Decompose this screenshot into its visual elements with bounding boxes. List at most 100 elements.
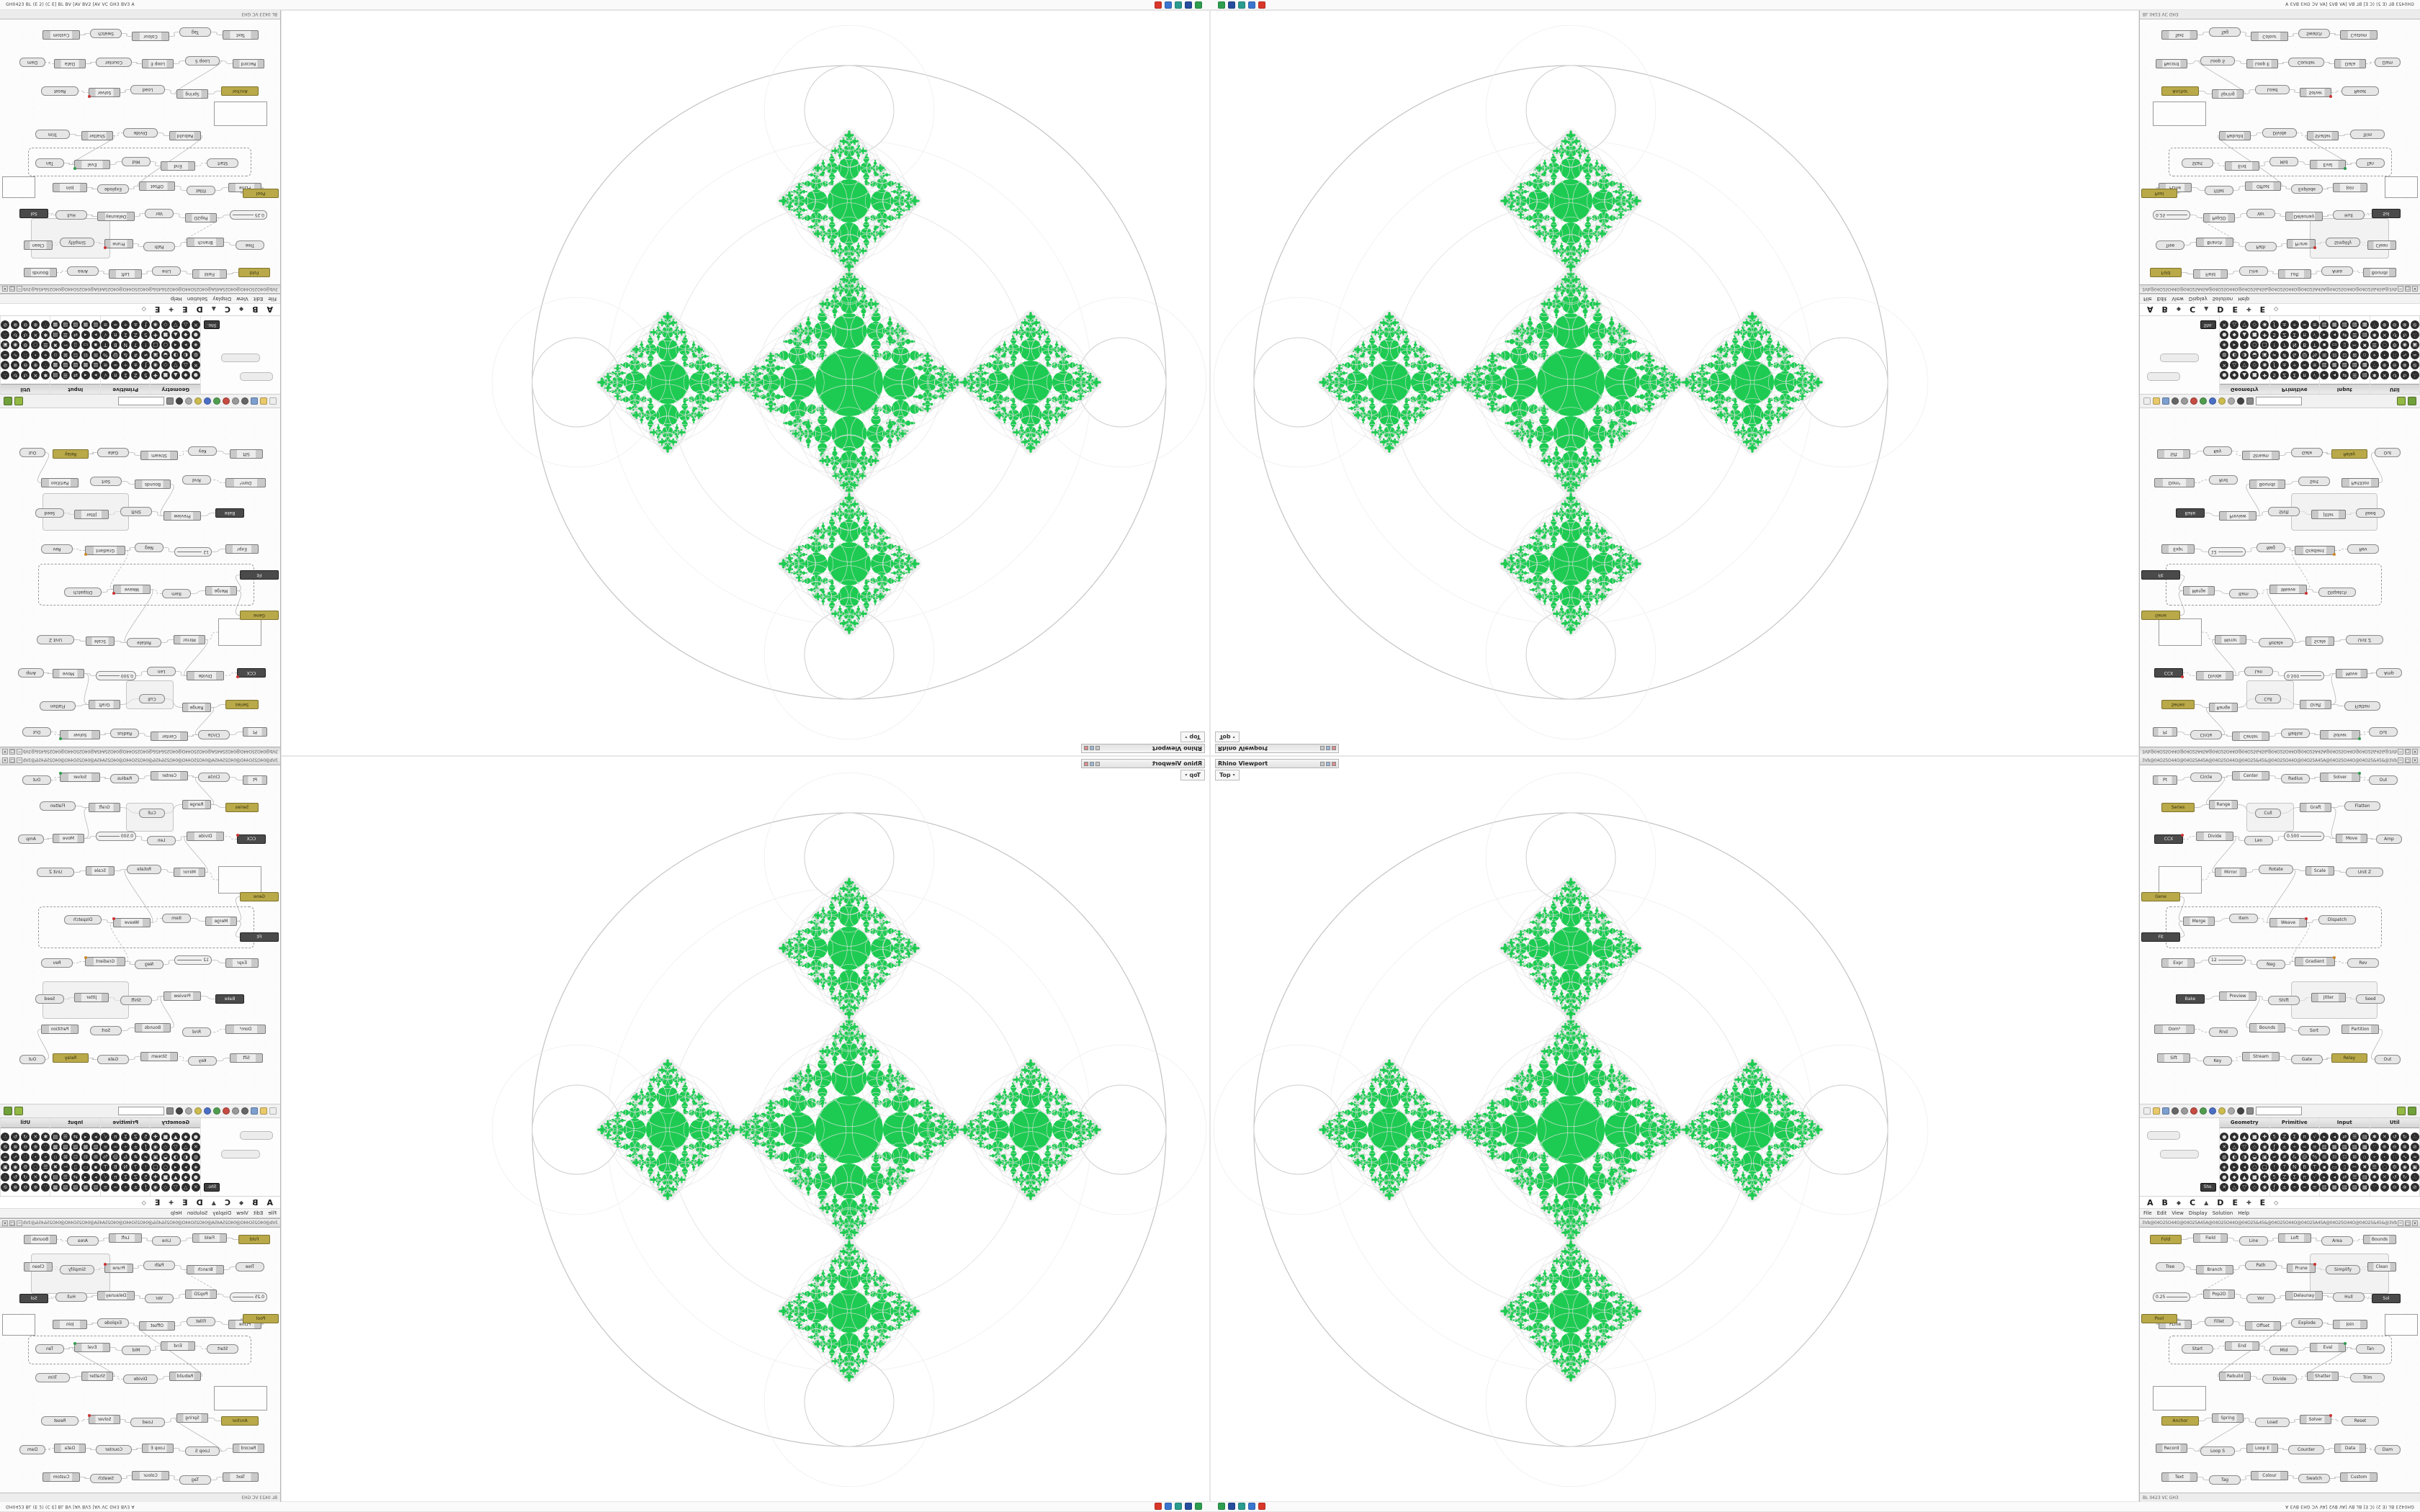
- app-navy-icon[interactable]: [1185, 1, 1192, 9]
- close-icon[interactable]: ✕: [2412, 286, 2418, 292]
- param-icon[interactable]: ∵: [2370, 1143, 2379, 1151]
- param-icon[interactable]: ◒: [161, 351, 170, 359]
- param-icon[interactable]: ◉: [11, 341, 20, 349]
- param-icon[interactable]: ✕: [2220, 361, 2229, 369]
- gh-node[interactable]: Jitter: [74, 993, 109, 1002]
- gh-node[interactable]: Divide: [187, 671, 224, 680]
- gh-node[interactable]: Rebuild: [2219, 1372, 2251, 1381]
- param-icon[interactable]: ✕: [191, 1183, 200, 1192]
- param-icon[interactable]: √: [2310, 330, 2319, 339]
- wire-display-icon[interactable]: [2228, 397, 2235, 405]
- tab-letter-c[interactable]: C: [2190, 1197, 2196, 1207]
- param-icon[interactable]: 5: [141, 371, 151, 379]
- open-icon[interactable]: [260, 397, 267, 405]
- param-icon[interactable]: ∞: [2300, 320, 2309, 329]
- show-button[interactable]: Sho.: [2200, 1183, 2216, 1192]
- gh-node[interactable]: Text: [223, 1472, 259, 1482]
- gh-node[interactable]: Pop2D: [2203, 213, 2235, 222]
- gh-node[interactable]: Record: [2156, 1444, 2187, 1453]
- param-icon[interactable]: ✕: [2380, 330, 2389, 339]
- param-icon[interactable]: ↺: [21, 1133, 30, 1141]
- param-icon[interactable]: ▪: [91, 1163, 100, 1171]
- gh-node[interactable]: Colour: [132, 32, 169, 41]
- param-icon[interactable]: ▧: [71, 361, 80, 369]
- tab-icon[interactable]: ◆: [238, 306, 244, 313]
- param-icon[interactable]: ⊟: [2330, 1153, 2339, 1161]
- gh-node[interactable]: Custom: [2340, 1472, 2378, 1482]
- param-icon[interactable]: ▥: [2320, 320, 2329, 329]
- param-icon[interactable]: ☰: [60, 371, 70, 379]
- minimize-icon[interactable]: ─: [2398, 749, 2403, 755]
- param-icon[interactable]: ⊖: [2390, 1183, 2399, 1192]
- gh-node[interactable]: Solver: [88, 88, 120, 98]
- gh-node[interactable]: Gene: [240, 892, 279, 901]
- gh-node[interactable]: CCX: [2154, 834, 2184, 844]
- gh-node[interactable]: Fit: [240, 932, 279, 942]
- param-icon[interactable]: ☰: [2350, 371, 2360, 379]
- gh-node[interactable]: Unit Z: [37, 635, 74, 644]
- app-blue-icon[interactable]: [1248, 1, 1255, 9]
- gh-node[interactable]: Center: [151, 732, 188, 741]
- gh-node[interactable]: Flatten: [2344, 801, 2380, 811]
- close-icon[interactable]: [1332, 761, 1336, 766]
- param-icon[interactable]: ▽: [171, 361, 180, 369]
- param-icon[interactable]: !: [2269, 341, 2279, 349]
- param-icon[interactable]: B: [111, 1163, 120, 1171]
- menu-view[interactable]: View: [2172, 1210, 2184, 1216]
- param-icon[interactable]: ⊖: [21, 1143, 30, 1151]
- param-icon[interactable]: ▤: [2360, 371, 2370, 379]
- maximize-icon[interactable]: [1090, 746, 1094, 751]
- param-icon[interactable]: ✚: [2260, 371, 2269, 379]
- param-icon[interactable]: ◈: [191, 341, 200, 349]
- minimize-icon[interactable]: [1320, 761, 1325, 766]
- sphere-green-icon[interactable]: [2200, 397, 2207, 405]
- gh-node[interactable]: Record: [233, 1444, 264, 1453]
- gh-node[interactable]: Dam: [2375, 58, 2401, 67]
- param-icon[interactable]: ✚: [151, 1133, 160, 1141]
- gh-node[interactable]: Move: [53, 669, 84, 678]
- viewport-titlebar[interactable]: Rhino Viewport: [1081, 759, 1205, 768]
- param-icon[interactable]: &: [121, 1153, 130, 1161]
- gh-node[interactable]: Rev: [41, 544, 73, 554]
- param-icon[interactable]: 5: [141, 1173, 151, 1182]
- gh-node[interactable]: Weave: [2269, 585, 2308, 595]
- param-icon[interactable]: ∴: [2410, 1133, 2419, 1141]
- maximize-icon[interactable]: □: [2405, 1220, 2411, 1226]
- param-icon[interactable]: ▣: [2410, 341, 2419, 349]
- param-icon[interactable]: ■: [2250, 330, 2259, 339]
- gh-node[interactable]: Unit Z: [37, 868, 74, 877]
- param-icon[interactable]: ∞: [2300, 1183, 2309, 1192]
- param-icon[interactable]: ◍: [2220, 351, 2229, 359]
- gh-node[interactable]: Amp: [2376, 834, 2402, 844]
- param-icon[interactable]: ±: [131, 1183, 140, 1192]
- param-icon[interactable]: ⊕: [2380, 1143, 2389, 1151]
- param-icon[interactable]: ☰: [2370, 341, 2379, 349]
- param-icon[interactable]: ▽: [2240, 1183, 2249, 1192]
- gh-node[interactable]: Loop E: [2246, 59, 2278, 68]
- param-icon[interactable]: N: [121, 341, 130, 349]
- palette-group-header[interactable]: Input: [50, 384, 100, 394]
- param-icon[interactable]: ⊟: [2330, 351, 2339, 359]
- param-icon[interactable]: ◂: [2330, 1173, 2339, 1182]
- close-icon[interactable]: ✕: [2, 1220, 8, 1226]
- menu-solution[interactable]: Solution: [2212, 296, 2233, 302]
- gh-node[interactable]: Graft: [2300, 700, 2331, 709]
- param-icon[interactable]: Z: [131, 1133, 140, 1141]
- param-icon[interactable]: ◂: [171, 1163, 180, 1171]
- gh-node[interactable]: Cull: [139, 694, 165, 703]
- param-icon[interactable]: ✚: [151, 330, 160, 339]
- menu-display[interactable]: Display: [2188, 1210, 2208, 1216]
- tab-icon[interactable]: ▲: [2204, 306, 2209, 313]
- param-icon[interactable]: ◂: [81, 371, 90, 379]
- gh-node[interactable]: Hull: [2333, 1292, 2365, 1302]
- rhino-viewport[interactable]: Rhino Viewport Top ▾: [281, 756, 1210, 1502]
- zoom-icon[interactable]: [2172, 1107, 2179, 1115]
- sphere-yellow-icon[interactable]: [2218, 1107, 2226, 1115]
- gh-node[interactable]: Pool: [243, 1314, 279, 1323]
- param-icon[interactable]: ✂: [2350, 1163, 2360, 1171]
- param-icon[interactable]: π: [111, 330, 120, 339]
- param-icon[interactable]: ⊡: [2340, 1153, 2349, 1161]
- gh-node[interactable]: Loft: [2278, 1233, 2311, 1243]
- gh-node[interactable]: Dispatch: [2318, 588, 2356, 597]
- node-group[interactable]: [2159, 618, 2202, 646]
